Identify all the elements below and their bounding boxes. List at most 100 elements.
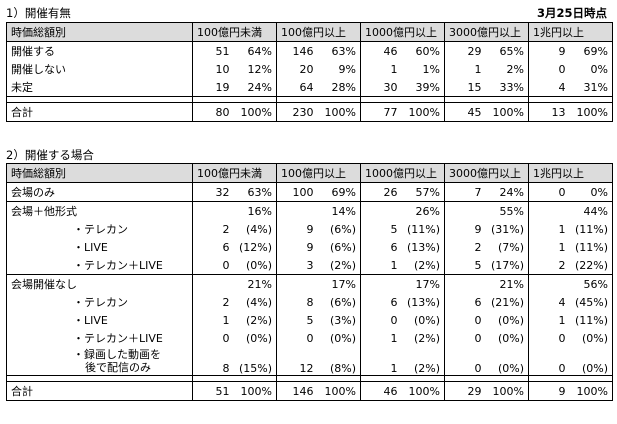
cell-percent: 100% — [400, 102, 445, 122]
group-percent: 21% — [484, 274, 529, 293]
table-row: ・LIVE 6 (12%) 9 (6%) 6 (13%) 2 (7%) 1 (1… — [6, 238, 613, 256]
table-row: ・録画した動画を 後で配信のみ 8 (15%) 12 (8%) 1 (2%) 0… — [6, 347, 613, 376]
cell-count: 1 — [360, 347, 401, 376]
cell-percent: 100% — [232, 381, 277, 401]
cell-count: 0 — [192, 256, 233, 275]
column-header: 3000億円以上 — [444, 22, 529, 42]
cell-percent: (0%) — [568, 347, 613, 376]
cell-count: 0 — [528, 347, 569, 376]
cell-count: 6 — [390, 240, 398, 254]
cell-percent: 100% — [484, 381, 529, 401]
group-percent: 21% — [232, 274, 277, 293]
row-label: ・テレカン＋LIVE — [6, 329, 193, 347]
cell-count: 0 — [306, 331, 314, 345]
cell-percent: (4%) — [232, 293, 277, 311]
section1-title: 1）開催有無 — [6, 6, 71, 20]
table-row: ・テレカン＋LIVE 0 (0%) 3 (2%) 1 (2%) 5 (17%) … — [6, 256, 613, 275]
cell-percent: 69% — [568, 41, 613, 60]
column-header: 1000億円以上 — [360, 163, 445, 183]
cell-percent: (15%) — [232, 347, 277, 376]
cell-percent: 57% — [400, 182, 445, 202]
cell-count: 4 — [528, 78, 569, 97]
table-row: 開催する 51 64% 146 63% 46 60% 29 65% 9 69% — [6, 41, 613, 60]
group-percent: 17% — [400, 274, 445, 293]
table-row: 会場のみ 32 63% 100 69% 26 57% 7 24% 0 0% — [6, 182, 613, 202]
column-header: 100億円未満 — [192, 163, 277, 183]
row-label-line2: 後で配信のみ — [85, 361, 151, 374]
cell-count: 15 — [444, 78, 485, 97]
column-header: 1兆円以上 — [528, 163, 613, 183]
cell-count: 1 — [222, 313, 230, 327]
cell-count: 0 — [390, 313, 398, 327]
cell-count: 2 — [474, 240, 482, 254]
cell-count: 1 — [558, 313, 566, 327]
cell-count: 19 — [192, 78, 233, 97]
cell-count: 0 — [474, 313, 482, 327]
row-label: 未定 — [6, 78, 193, 97]
cell-count: 46 — [383, 44, 398, 58]
table-row: ・テレカン 2 (4%) 9 (6%) 5 (11%) 9 (31%) 1 (1… — [6, 220, 613, 238]
cell-count: 9 — [306, 240, 314, 254]
table-row: ・LIVE 1 (2%) 5 (3%) 0 (0%) 0 (0%) 1 (11%… — [6, 311, 613, 329]
cell-count: 64 — [276, 78, 317, 97]
cell-count: 12 — [276, 347, 317, 376]
column-header: 1000億円以上 — [360, 22, 445, 42]
cell-percent: 100% — [568, 381, 613, 401]
cell-percent: (0%) — [316, 329, 361, 347]
total-row: 合計 80 100% 230 100% 77 100% 45 100% 13 1… — [6, 102, 613, 122]
cell-count: 77 — [360, 102, 401, 122]
cell-percent: 65% — [484, 41, 529, 60]
cell-count: 9 — [306, 222, 314, 236]
cell-percent: 63% — [316, 41, 361, 60]
cell-percent: (0%) — [232, 256, 277, 275]
cell-count: 0 — [222, 331, 230, 345]
group-percent: 17% — [316, 274, 361, 293]
cell-count: 9 — [558, 44, 566, 58]
section2-table: 時価総額別 100億円未満 100億円以上 1000億円以上 3000億円以上 … — [6, 163, 613, 401]
row-label: ・テレカン — [6, 220, 193, 238]
cell-percent: 24% — [232, 78, 277, 97]
row-label: ・テレカン — [6, 293, 193, 311]
cell-percent: 100% — [316, 381, 361, 401]
cell-percent: 2% — [484, 60, 529, 78]
cell-count: 0 — [558, 62, 566, 76]
cell-count: 26 — [360, 182, 401, 202]
row-label: ・録画した動画を 後で配信のみ — [6, 347, 193, 376]
group-percent: 26% — [400, 201, 445, 220]
column-header: 時価総額別 — [6, 163, 193, 183]
cell-count: 45 — [444, 102, 485, 122]
cell-percent: 64% — [232, 41, 277, 60]
cell-count: 4 — [558, 295, 566, 309]
column-header: 1兆円以上 — [528, 22, 613, 42]
cell-count: 6 — [474, 295, 482, 309]
group-percent: 56% — [568, 274, 613, 293]
cell-percent: 33% — [484, 78, 529, 97]
cell-percent: (13%) — [400, 293, 445, 311]
column-header: 3000億円以上 — [444, 163, 529, 183]
cell-percent: (0%) — [484, 329, 529, 347]
cell-count: 100 — [276, 182, 317, 202]
group-percent: 44% — [568, 201, 613, 220]
cell-percent: (0%) — [400, 311, 445, 329]
cell-percent: (4%) — [232, 220, 277, 238]
cell-count: 29 — [467, 44, 482, 58]
cell-count: 0 — [558, 331, 566, 345]
cell-count: 5 — [444, 256, 485, 275]
cell-percent: (0%) — [232, 329, 277, 347]
cell-count: 20 — [299, 62, 314, 76]
cell-percent: 1% — [400, 60, 445, 78]
cell-percent: (8%) — [316, 347, 361, 376]
group-percent: 14% — [316, 201, 361, 220]
group-row: 会場開催なし 21% 17% 17% 21% 56% — [6, 274, 613, 293]
cell-percent: (11%) — [400, 220, 445, 238]
cell-percent: (11%) — [568, 220, 613, 238]
row-label: ・テレカン＋LIVE — [6, 256, 193, 275]
cell-count: 8 — [306, 295, 314, 309]
table-header-row: 時価総額別 100億円未満 100億円以上 1000億円以上 3000億円以上 … — [6, 22, 613, 42]
group-label: 会場＋他形式 — [6, 201, 193, 220]
cell-percent: (0%) — [484, 347, 529, 376]
cell-count: 2 — [528, 256, 569, 275]
cell-percent: (2%) — [400, 347, 445, 376]
cell-percent: 100% — [400, 381, 445, 401]
cell-percent: 31% — [568, 78, 613, 97]
